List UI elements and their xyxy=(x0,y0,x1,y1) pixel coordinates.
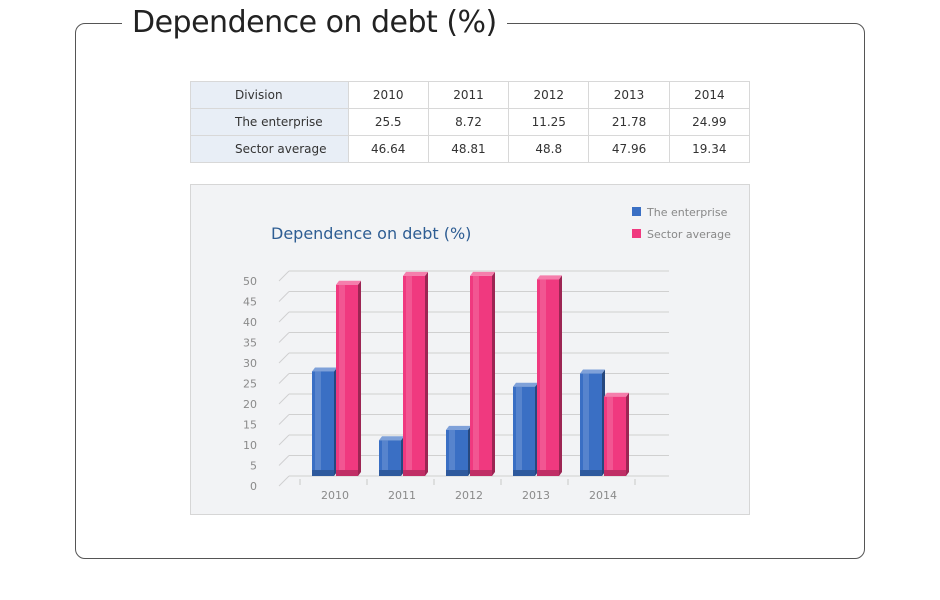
gridline-slant xyxy=(278,311,290,323)
y-tick-label: 20 xyxy=(243,398,257,411)
page-title: Dependence on debt (%) xyxy=(122,3,507,43)
gridline-slant xyxy=(278,434,290,446)
chart-panel: 0 5 10 15 20 25 30 35 40 45 50 Dependence on debt (… xyxy=(190,184,750,515)
gridline-slant xyxy=(278,352,290,364)
gridline-slant xyxy=(278,455,290,466)
bar-base xyxy=(446,470,468,476)
bar-highlight xyxy=(516,386,522,476)
bar-top xyxy=(470,271,495,276)
bar-top xyxy=(580,369,605,374)
x-tick-label: 2014 xyxy=(589,489,617,502)
table-header-year: 2011 xyxy=(427,81,510,109)
bar-side xyxy=(492,271,495,476)
table-row-label: Sector average xyxy=(190,135,349,163)
gridline-slant xyxy=(278,414,290,425)
bar-base xyxy=(513,470,535,476)
table-cell: 46.64 xyxy=(347,135,429,163)
bar-base xyxy=(403,470,425,476)
y-tick-label: 45 xyxy=(243,296,257,309)
table-cell: 47.96 xyxy=(588,135,670,163)
legend-swatch xyxy=(632,229,641,238)
table-cell: 8.72 xyxy=(427,108,510,136)
bar-side xyxy=(425,271,428,476)
table-row: The enterprise 25.5 8.72 11.25 21.78 24.… xyxy=(190,108,751,136)
bar-top xyxy=(379,436,404,441)
bar-highlight xyxy=(473,275,479,476)
x-tick-label: 2012 xyxy=(455,489,483,502)
y-tick-label: 25 xyxy=(243,378,257,391)
x-tick-label: 2011 xyxy=(388,489,416,502)
data-table: Division 2010 2011 2012 2013 2014 The en… xyxy=(190,81,751,163)
bar-base xyxy=(379,470,401,476)
table-header-year: 2012 xyxy=(508,81,590,109)
y-tick-label: 35 xyxy=(243,337,257,350)
x-tick-label: 2013 xyxy=(522,489,550,502)
chart-title: Dependence on debt (%) xyxy=(271,224,471,243)
y-tick-label: 30 xyxy=(243,357,257,370)
table-row-label: The enterprise xyxy=(190,108,349,136)
y-tick-label: 0 xyxy=(250,480,257,493)
bar-base xyxy=(580,470,602,476)
legend-label: Sector average xyxy=(647,228,731,241)
bar-base xyxy=(604,470,626,476)
bar-side xyxy=(626,392,629,476)
table-header-row: Division 2010 2011 2012 2013 2014 xyxy=(190,81,751,109)
table-header-label: Division xyxy=(190,81,349,109)
y-tick-label: 50 xyxy=(243,275,257,288)
bar-chart: 0 5 10 15 20 25 30 35 40 45 50 Dependence on debt (… xyxy=(243,206,731,502)
bar-base xyxy=(312,470,334,476)
legend-label: The enterprise xyxy=(646,206,728,219)
bar-highlight xyxy=(315,371,321,476)
table-cell: 25.5 xyxy=(347,108,429,136)
legend-swatch xyxy=(632,207,641,216)
bar-top xyxy=(446,425,471,430)
bar-top xyxy=(537,275,562,280)
table-cell: 11.25 xyxy=(508,108,590,136)
table-cell: 21.78 xyxy=(588,108,670,136)
table-cell: 48.8 xyxy=(508,135,590,163)
y-tick-label: 10 xyxy=(243,439,257,452)
table-header-year: 2013 xyxy=(588,81,670,109)
gridline-slant xyxy=(278,393,290,405)
y-tick-label: 5 xyxy=(250,460,257,473)
table-header-year: 2014 xyxy=(668,81,751,109)
bar-base xyxy=(470,470,492,476)
gridline-slant xyxy=(278,475,290,487)
x-tick-label: 2010 xyxy=(321,489,349,502)
table-cell: 19.34 xyxy=(668,135,751,163)
bar-base xyxy=(537,470,559,476)
bar-highlight xyxy=(607,396,613,476)
gridline-slant xyxy=(278,291,290,302)
bar-top xyxy=(403,271,428,276)
bar-top xyxy=(604,392,629,397)
bar-side xyxy=(559,275,562,476)
bar-highlight xyxy=(382,440,388,476)
bar-highlight xyxy=(540,279,546,476)
bar-highlight xyxy=(406,275,412,476)
table-cell: 48.81 xyxy=(427,135,510,163)
y-tick-label: 15 xyxy=(243,419,257,432)
gridline-slant xyxy=(278,373,290,384)
bar-highlight xyxy=(449,429,455,476)
bar-top xyxy=(312,367,337,372)
bar-side xyxy=(358,280,361,476)
bar-base xyxy=(336,470,358,476)
table-row: Sector average 46.64 48.81 48.8 47.96 19… xyxy=(190,135,751,163)
gridline-slant xyxy=(278,270,290,282)
bar-top xyxy=(513,382,538,387)
table-header-year: 2010 xyxy=(347,81,429,109)
y-tick-label: 40 xyxy=(243,316,257,329)
gridline-slant xyxy=(278,332,290,343)
bar-top xyxy=(336,280,361,285)
bar-highlight xyxy=(339,284,345,476)
table-cell: 24.99 xyxy=(668,108,751,136)
bar-highlight xyxy=(583,373,589,476)
